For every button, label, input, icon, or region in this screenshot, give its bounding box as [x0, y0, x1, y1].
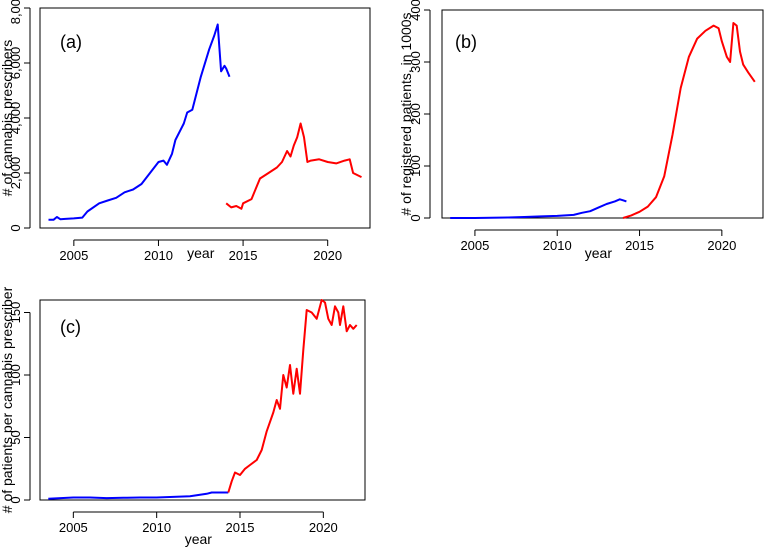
x-axis-title: year [585, 245, 613, 261]
y-tick-label: 200 [408, 103, 423, 125]
panel-label: (a) [60, 32, 82, 52]
panel-0: 2005 2010 2015 2020 0 2,000 4,000 6,000 8,000 yea… [0, 0, 371, 263]
y-axis-title: # of cannabis prescribers [0, 40, 15, 196]
y-tick-label: 6,000 [8, 47, 23, 80]
series-line-0 [450, 198, 627, 219]
x-tick-label: 2010 [142, 520, 171, 535]
x-tick-label: 2005 [59, 520, 88, 535]
y-tick-label: 400 [408, 0, 423, 21]
panel-label: (b) [455, 32, 477, 52]
y-tick-label: 2,000 [8, 157, 23, 190]
x-tick-label: 2020 [313, 248, 342, 263]
x-tick-label: 2015 [625, 238, 654, 253]
x-tick-label: 2020 [309, 520, 338, 535]
plot-border [39, 299, 366, 501]
panel-1: 2005 2010 2015 2020 0 100 200 300 400 year # of re… [398, 0, 764, 261]
x-tick-label: 2005 [59, 248, 88, 263]
x-tick-label: 2010 [144, 248, 173, 263]
y-axis-title: # of registered patients, in 1000s [398, 12, 414, 215]
y-tick-label: 50 [8, 430, 23, 444]
y-tick-label: 100 [408, 155, 423, 177]
x-axis-title: year [187, 245, 215, 261]
y-tick-label: 0 [408, 214, 423, 221]
y-tick-label: 4,000 [8, 102, 23, 135]
y-tick-label: 300 [408, 51, 423, 73]
x-tick-label: 2005 [460, 238, 489, 253]
y-tick-label: 0 [8, 496, 23, 503]
panel-2: 2005 2010 2015 2020 0 50 100 150 year # of patien… [0, 286, 366, 547]
series-line-1 [622, 22, 756, 219]
series-line-0 [48, 491, 229, 500]
x-tick-label: 2020 [707, 238, 736, 253]
plot-border [441, 9, 764, 219]
y-tick-label: 0 [8, 224, 23, 231]
x-tick-label: 2015 [226, 520, 255, 535]
x-tick-label: 2015 [229, 248, 258, 263]
panel-label: (c) [60, 317, 81, 337]
x-tick-label: 2010 [543, 238, 572, 253]
series-line-1 [227, 299, 358, 493]
y-tick-label: 150 [8, 302, 23, 324]
y-tick-label: 8,000 [8, 0, 23, 24]
series-line-0 [48, 23, 231, 221]
x-axis-title: year [185, 531, 213, 547]
y-axis-title: # of patients per cannabis prescriber [0, 286, 15, 513]
y-tick-label: 100 [8, 364, 23, 386]
plot-border [39, 7, 371, 229]
series-line-1 [225, 122, 362, 210]
